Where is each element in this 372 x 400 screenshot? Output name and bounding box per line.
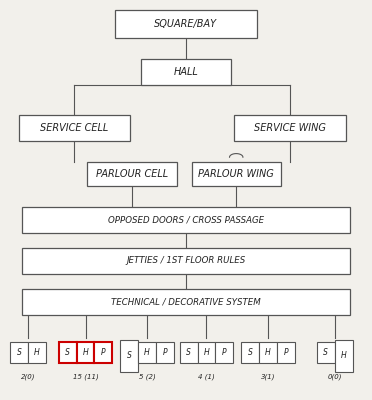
Text: H: H	[203, 348, 209, 357]
Bar	[22, 248, 350, 274]
Text: P: P	[163, 348, 167, 357]
Bar	[59, 342, 77, 363]
Bar	[77, 342, 94, 363]
Text: TECHNICAL / DECORATIVE SYSTEM: TECHNICAL / DECORATIVE SYSTEM	[111, 297, 261, 306]
Text: P: P	[101, 348, 106, 357]
Bar	[156, 342, 174, 363]
Bar	[22, 207, 350, 233]
Text: 4 (1): 4 (1)	[198, 373, 215, 380]
Text: P: P	[283, 348, 288, 357]
Bar	[215, 342, 233, 363]
Text: 5 (2): 5 (2)	[138, 373, 155, 380]
Text: 15 (11): 15 (11)	[73, 373, 99, 380]
Bar	[259, 342, 277, 363]
Text: H: H	[265, 348, 271, 357]
Text: S: S	[323, 348, 328, 357]
Text: HALL: HALL	[174, 67, 198, 77]
Bar	[335, 340, 353, 372]
Bar	[22, 289, 350, 314]
Bar	[180, 342, 198, 363]
Text: H: H	[83, 348, 89, 357]
Bar	[192, 162, 281, 186]
Text: JETTIES / 1ST FLOOR RULES: JETTIES / 1ST FLOOR RULES	[126, 256, 246, 265]
Bar	[87, 162, 177, 186]
Text: S: S	[16, 348, 22, 357]
Bar	[138, 342, 156, 363]
Bar	[28, 342, 46, 363]
Bar	[120, 340, 138, 372]
Text: P: P	[222, 348, 227, 357]
Bar	[234, 115, 346, 141]
Text: H: H	[34, 348, 40, 357]
Text: SERVICE WING: SERVICE WING	[254, 123, 326, 133]
Bar	[115, 10, 257, 38]
Bar	[141, 59, 231, 85]
Text: S: S	[247, 348, 253, 357]
Bar	[277, 342, 295, 363]
Bar	[198, 342, 215, 363]
Text: S: S	[126, 352, 132, 360]
Text: PARLOUR CELL: PARLOUR CELL	[96, 169, 168, 179]
Text: S: S	[186, 348, 191, 357]
Text: S: S	[65, 348, 70, 357]
Text: H: H	[341, 352, 347, 360]
Text: H: H	[144, 348, 150, 357]
Text: 2(0): 2(0)	[21, 373, 35, 380]
Text: SERVICE CELL: SERVICE CELL	[40, 123, 109, 133]
Text: OPPOSED DOORS / CROSS PASSAGE: OPPOSED DOORS / CROSS PASSAGE	[108, 216, 264, 224]
Text: PARLOUR WING: PARLOUR WING	[198, 169, 274, 179]
Text: 0(0): 0(0)	[328, 373, 342, 380]
Text: 3(1): 3(1)	[261, 373, 275, 380]
Bar	[94, 342, 112, 363]
Bar	[317, 342, 335, 363]
Bar	[19, 115, 130, 141]
Bar	[241, 342, 259, 363]
Bar	[10, 342, 28, 363]
Text: SQUARE/BAY: SQUARE/BAY	[154, 19, 218, 29]
